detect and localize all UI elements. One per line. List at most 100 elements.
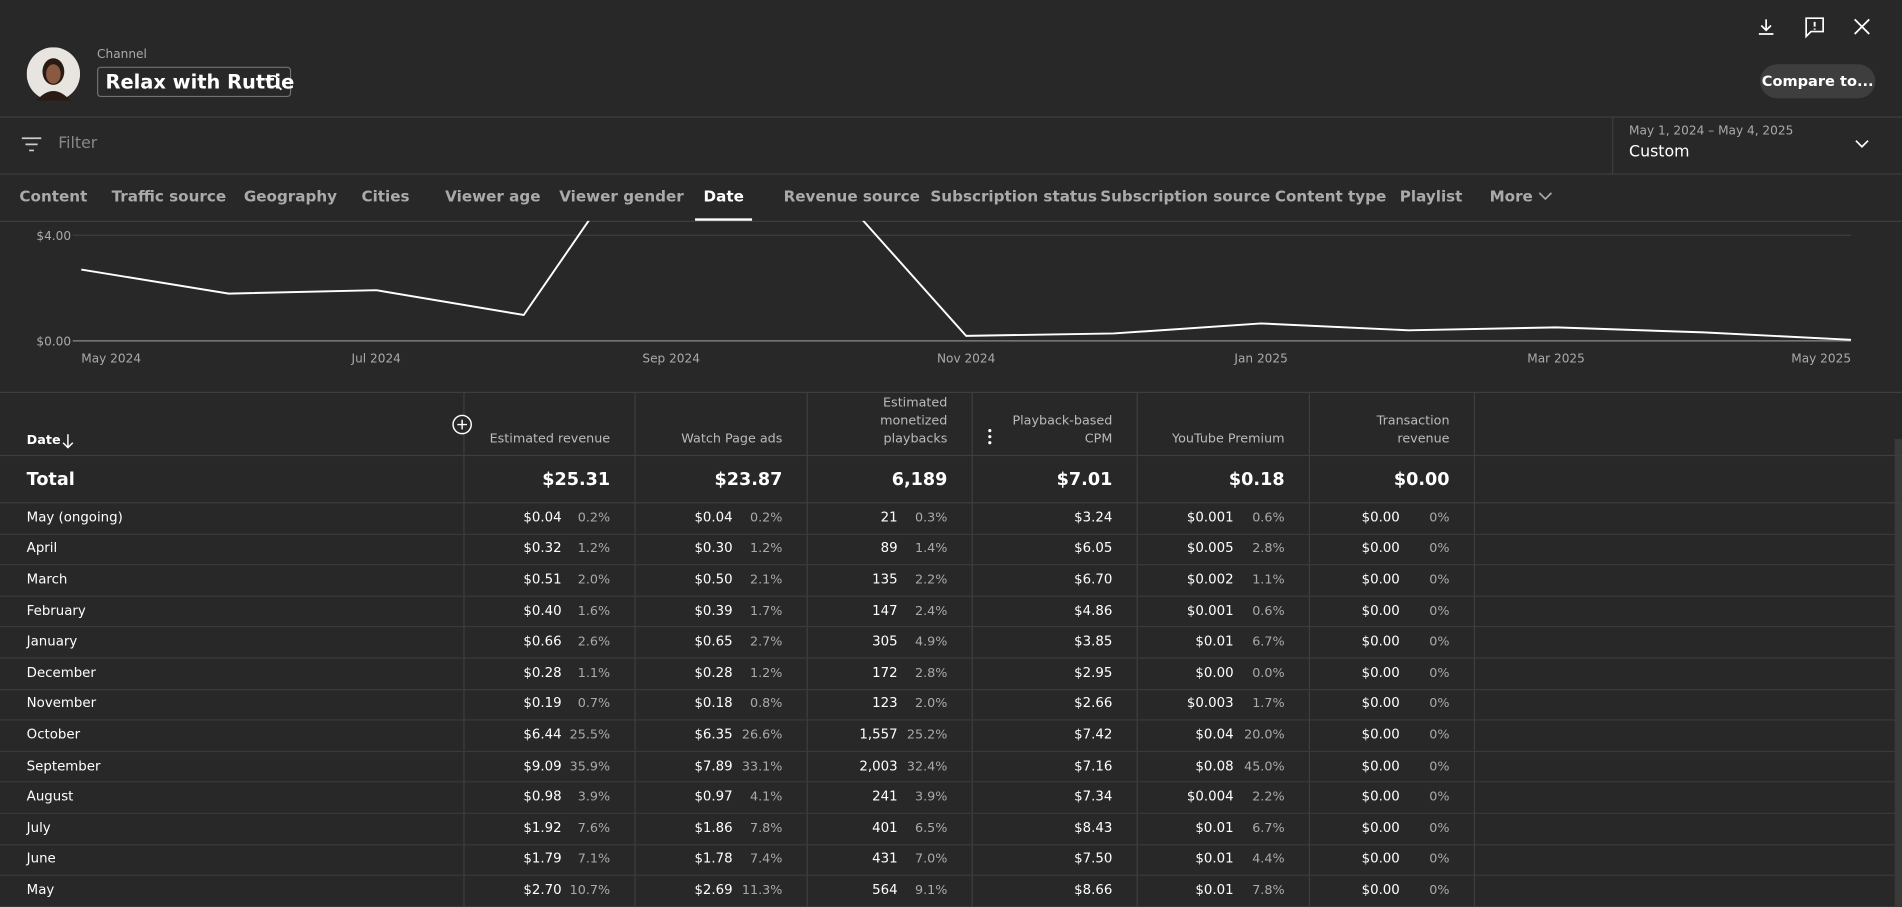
cell-value: 305 bbox=[872, 633, 898, 650]
compare-button-label[interactable]: Compare to... bbox=[1761, 72, 1874, 90]
tab[interactable]: Viewer age bbox=[445, 186, 541, 205]
row-date: April bbox=[26, 540, 58, 557]
download-icon[interactable] bbox=[1754, 15, 1778, 39]
more-chevron[interactable] bbox=[1537, 188, 1554, 205]
cell-value: $7.89 bbox=[694, 757, 733, 774]
column-header[interactable]: Estimated revenue bbox=[489, 431, 611, 447]
column-header[interactable]: Watch Page ads bbox=[681, 431, 783, 447]
row-divider bbox=[0, 533, 1902, 535]
cell-percent: 6.5% bbox=[914, 820, 948, 836]
cell-percent: 2.6% bbox=[577, 634, 611, 650]
column-menu-icon[interactable] bbox=[988, 429, 992, 445]
total-value: 6,189 bbox=[891, 470, 948, 491]
cell-value: 147 bbox=[872, 602, 898, 619]
cell-value: $1.86 bbox=[694, 819, 733, 836]
cell-percent: 2.7% bbox=[750, 634, 783, 650]
row-date: August bbox=[26, 788, 74, 805]
tab[interactable]: Subscription status bbox=[930, 186, 1098, 205]
cell-value: $6.35 bbox=[694, 726, 733, 743]
row-date: October bbox=[26, 726, 81, 743]
divider bbox=[0, 502, 1902, 504]
cell-percent: 7.8% bbox=[1252, 883, 1285, 898]
cell-value: 241 bbox=[872, 788, 898, 805]
cell-percent: 9.1% bbox=[914, 883, 948, 898]
divider bbox=[0, 116, 1902, 118]
cell-percent: 7.4% bbox=[750, 851, 783, 867]
column-header[interactable]: Playback-based CPM bbox=[1012, 413, 1113, 447]
cell-percent: 0% bbox=[1429, 510, 1450, 525]
tab[interactable]: Revenue source bbox=[783, 186, 920, 205]
cell-value: $0.66 bbox=[523, 633, 562, 650]
compare-button[interactable] bbox=[1760, 64, 1876, 99]
cell-percent: 25.2% bbox=[906, 727, 948, 743]
channel-name[interactable]: Relax with Ruttie bbox=[105, 70, 295, 94]
cell-percent: 32.4% bbox=[906, 758, 948, 774]
close-icon[interactable] bbox=[1850, 15, 1874, 39]
tab[interactable]: Geography bbox=[243, 186, 338, 205]
channel-label: Channel bbox=[97, 48, 147, 62]
cell-value: $0.51 bbox=[523, 571, 562, 588]
date-period[interactable]: Custom bbox=[1629, 143, 1690, 162]
tab[interactable]: Playlist bbox=[1399, 186, 1463, 205]
search-icon[interactable] bbox=[264, 73, 283, 92]
date-range[interactable]: May 1, 2024 – May 4, 2025 bbox=[1629, 124, 1794, 139]
tab[interactable]: Content bbox=[19, 186, 88, 205]
cell-percent: 2.8% bbox=[1252, 541, 1285, 557]
cell-percent: 2.2% bbox=[914, 572, 948, 588]
sort-arrow[interactable] bbox=[61, 433, 76, 450]
cell-value: 89 bbox=[880, 540, 898, 557]
cell-percent: 7.1% bbox=[577, 851, 611, 867]
column-header[interactable]: Transaction revenue bbox=[1376, 413, 1450, 447]
column-header[interactable]: Date bbox=[26, 433, 61, 448]
column-divider bbox=[971, 391, 973, 907]
column-divider bbox=[634, 391, 636, 907]
tab[interactable]: Date bbox=[703, 186, 744, 205]
tab[interactable]: Content type bbox=[1274, 186, 1387, 205]
filter-icon[interactable] bbox=[21, 135, 43, 154]
add-metric-icon[interactable] bbox=[452, 414, 472, 435]
tab[interactable]: More bbox=[1489, 186, 1533, 205]
scrollbar[interactable] bbox=[1894, 439, 1902, 907]
filter-input[interactable]: Filter bbox=[58, 134, 98, 153]
cell-percent: 0% bbox=[1429, 541, 1450, 557]
row-divider bbox=[0, 843, 1902, 845]
feedback-icon[interactable] bbox=[1803, 15, 1827, 39]
cell-value: $0.65 bbox=[694, 633, 733, 650]
channel-picker[interactable] bbox=[97, 66, 292, 98]
column-header[interactable]: Estimated monetized playbacks bbox=[880, 395, 948, 447]
x-tick-label: Nov 2024 bbox=[937, 352, 996, 366]
cell-percent: 10.7% bbox=[569, 883, 611, 898]
cell-value: $6.05 bbox=[1074, 540, 1113, 557]
cell-percent: 2.0% bbox=[914, 696, 948, 712]
column-divider bbox=[1473, 391, 1476, 907]
cell-value: $0.001 bbox=[1186, 602, 1234, 619]
tab[interactable]: Subscription source bbox=[1100, 186, 1271, 205]
chart: $4.00 $0.00 May 2024 Jul 2024 Sep 2024 Nov 20… bbox=[36, 220, 1852, 366]
tab[interactable]: Viewer gender bbox=[559, 186, 684, 205]
cell-value: $1.78 bbox=[694, 850, 733, 867]
cell-value: $6.44 bbox=[523, 726, 562, 743]
cell-value: 21 bbox=[880, 509, 898, 525]
row-divider bbox=[0, 905, 1902, 907]
column-divider bbox=[1308, 391, 1311, 907]
cell-value: $0.00 bbox=[1361, 881, 1400, 898]
cell-percent: 1.2% bbox=[750, 665, 783, 681]
cell-percent: 0% bbox=[1429, 789, 1450, 805]
cell-percent: 0.2% bbox=[577, 510, 611, 525]
cell-percent: 0.6% bbox=[1252, 603, 1285, 619]
tab[interactable]: Cities bbox=[361, 186, 410, 205]
x-tick-label: May 2024 bbox=[81, 352, 141, 366]
cell-value: $0.003 bbox=[1186, 695, 1234, 712]
tab[interactable]: Traffic source bbox=[111, 186, 227, 205]
cell-percent: 2.8% bbox=[914, 665, 948, 681]
x-tick-label: Sep 2024 bbox=[642, 352, 700, 366]
row-divider bbox=[0, 874, 1902, 877]
cell-percent: 0.7% bbox=[577, 696, 611, 712]
cell-percent: 0% bbox=[1429, 696, 1450, 712]
dropdown-icon[interactable] bbox=[1852, 136, 1871, 153]
cell-value: $0.00 bbox=[1361, 819, 1400, 836]
x-tick-label: May 2025 bbox=[1791, 352, 1851, 366]
column-header[interactable]: YouTube Premium bbox=[1172, 431, 1285, 447]
row-date: July bbox=[26, 819, 51, 836]
cell-value: $3.85 bbox=[1074, 633, 1113, 650]
